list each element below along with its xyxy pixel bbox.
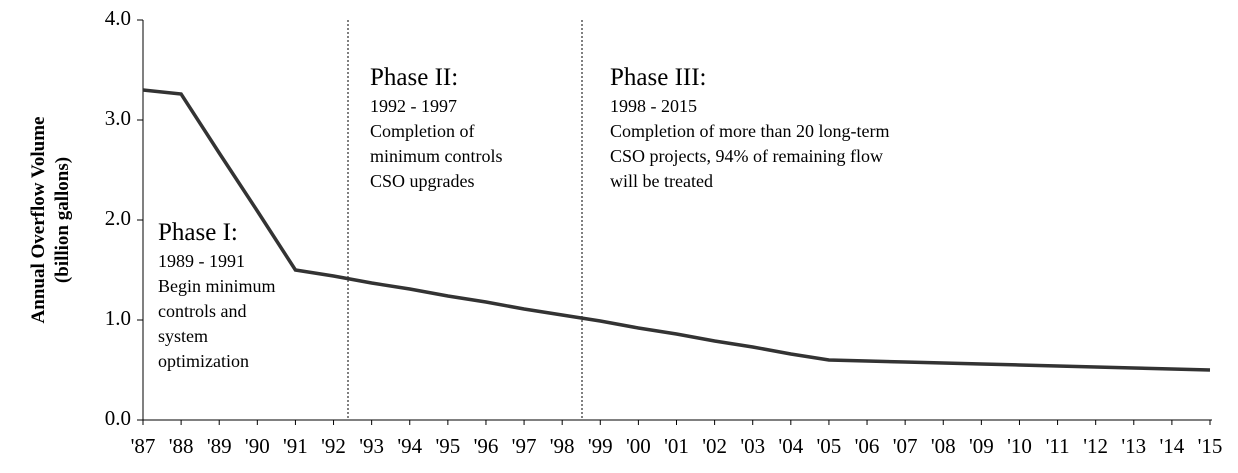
- x-tick-label: '91: [283, 434, 308, 458]
- x-tick-label: '10: [1007, 434, 1032, 458]
- phase-text: system: [158, 326, 208, 346]
- x-tick-label: '94: [397, 434, 422, 458]
- y-tick-label: 0.0: [105, 406, 131, 430]
- x-tick-label: '98: [550, 434, 575, 458]
- phase-text: optimization: [158, 351, 249, 371]
- x-tick-label: '88: [169, 434, 194, 458]
- x-tick-label: '05: [817, 434, 842, 458]
- x-tick-label: '96: [474, 434, 499, 458]
- x-tick-label: '89: [207, 434, 232, 458]
- x-tick-label: '93: [359, 434, 384, 458]
- phase-text: will be treated: [610, 171, 713, 191]
- x-tick-label: '03: [740, 434, 765, 458]
- x-tick-label: '01: [664, 434, 689, 458]
- x-tick-label: '14: [1159, 434, 1184, 458]
- phase-text: 1989 - 1991: [158, 251, 245, 271]
- x-tick-label: '90: [245, 434, 270, 458]
- x-tick-label: '97: [512, 434, 537, 458]
- phase-text: controls and: [158, 301, 246, 321]
- x-tick-label: '12: [1083, 434, 1108, 458]
- y-tick-label: 1.0: [105, 306, 131, 330]
- phase-text: 1998 - 2015: [610, 96, 697, 116]
- x-tick-label: '02: [702, 434, 727, 458]
- y-tick-label: 2.0: [105, 206, 131, 230]
- phase-title: Phase III:: [610, 64, 707, 91]
- x-tick-label: '95: [435, 434, 460, 458]
- y-tick-label: 4.0: [105, 6, 131, 30]
- phase-text: Begin minimum: [158, 276, 276, 296]
- phase-title: Phase I:: [158, 219, 238, 246]
- x-tick-label: '06: [855, 434, 880, 458]
- x-tick-label: '00: [626, 434, 651, 458]
- phase-text: 1992 - 1997: [370, 96, 457, 116]
- y-label-line: Annual Overflow Volume: [28, 117, 49, 324]
- x-tick-label: '08: [931, 434, 956, 458]
- y-tick-label: 3.0: [105, 106, 131, 130]
- x-tick-label: '13: [1121, 434, 1146, 458]
- phase-title: Phase II:: [370, 64, 458, 91]
- x-tick-label: '99: [588, 434, 613, 458]
- x-tick-label: '09: [969, 434, 994, 458]
- x-tick-label: '07: [893, 434, 918, 458]
- x-tick-label: '04: [778, 434, 803, 458]
- x-tick-label: '15: [1198, 434, 1223, 458]
- y-label-line: (billion gallons): [52, 157, 73, 283]
- phase-text: minimum controls: [370, 146, 503, 166]
- phase-text: CSO projects, 94% of remaining flow: [610, 146, 883, 166]
- phase-text: Completion of: [370, 121, 475, 141]
- data-line: [142, 88, 1211, 372]
- x-tick-label: '92: [321, 434, 346, 458]
- x-tick-label: '11: [1046, 434, 1070, 458]
- y-axis-label: Annual Overflow Volume (billion gallons): [28, 117, 73, 324]
- phase-text: Completion of more than 20 long-term: [610, 121, 889, 141]
- phase-text: CSO upgrades: [370, 171, 475, 191]
- x-tick-label: '87: [131, 434, 156, 458]
